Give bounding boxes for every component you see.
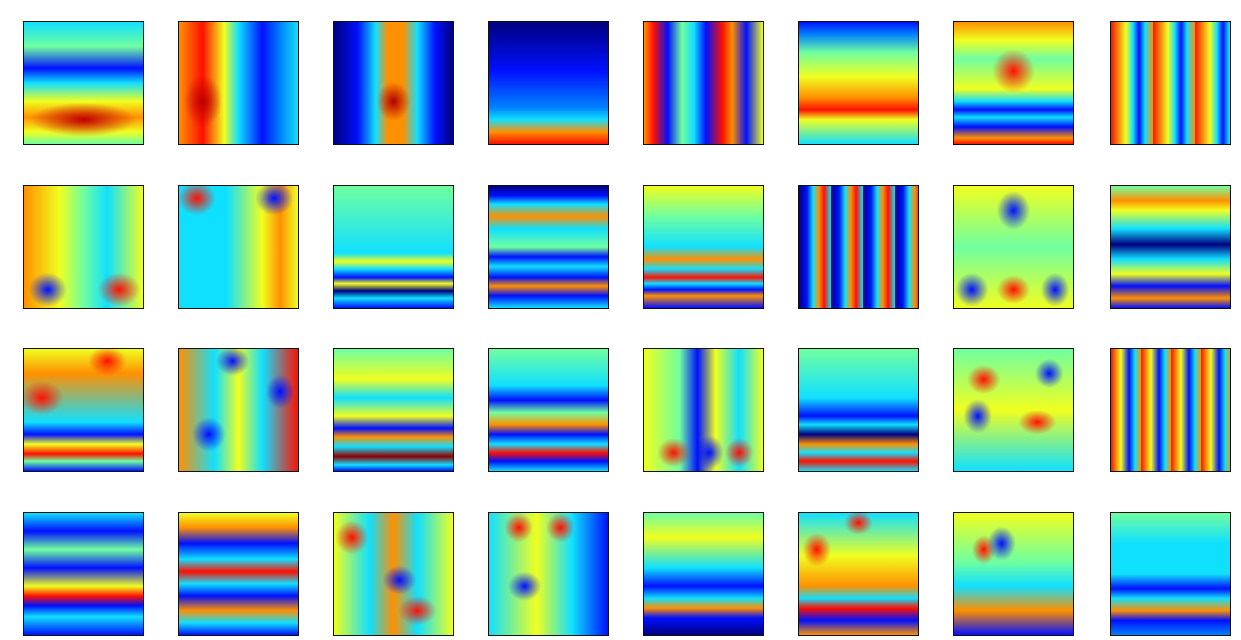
filter-tile bbox=[333, 348, 454, 472]
filter-tile bbox=[643, 185, 764, 309]
filter-tile bbox=[23, 185, 144, 309]
filter-tile bbox=[953, 21, 1074, 145]
filter-tile bbox=[798, 512, 919, 636]
filter-grid bbox=[0, 0, 1241, 640]
filter-tile bbox=[953, 348, 1074, 472]
filter-tile bbox=[1110, 21, 1231, 145]
filter-tile bbox=[643, 21, 764, 145]
filter-tile bbox=[23, 512, 144, 636]
filter-tile bbox=[798, 21, 919, 145]
filter-tile bbox=[953, 185, 1074, 309]
filter-tile bbox=[488, 185, 609, 309]
filter-tile bbox=[23, 21, 144, 145]
filter-tile bbox=[488, 512, 609, 636]
filter-tile bbox=[178, 348, 299, 472]
filter-tile bbox=[1110, 512, 1231, 636]
filter-tile bbox=[1110, 348, 1231, 472]
filter-tile bbox=[643, 348, 764, 472]
filter-tile bbox=[488, 348, 609, 472]
filter-tile bbox=[333, 512, 454, 636]
filter-tile bbox=[643, 512, 764, 636]
filter-tile bbox=[488, 21, 609, 145]
filter-tile bbox=[1110, 185, 1231, 309]
filter-tile bbox=[333, 21, 454, 145]
filter-tile bbox=[178, 21, 299, 145]
filter-tile bbox=[798, 185, 919, 309]
filter-tile bbox=[178, 185, 299, 309]
filter-tile bbox=[178, 512, 299, 636]
filter-tile bbox=[333, 185, 454, 309]
filter-tile bbox=[953, 512, 1074, 636]
filter-tile bbox=[23, 348, 144, 472]
filter-tile bbox=[798, 348, 919, 472]
